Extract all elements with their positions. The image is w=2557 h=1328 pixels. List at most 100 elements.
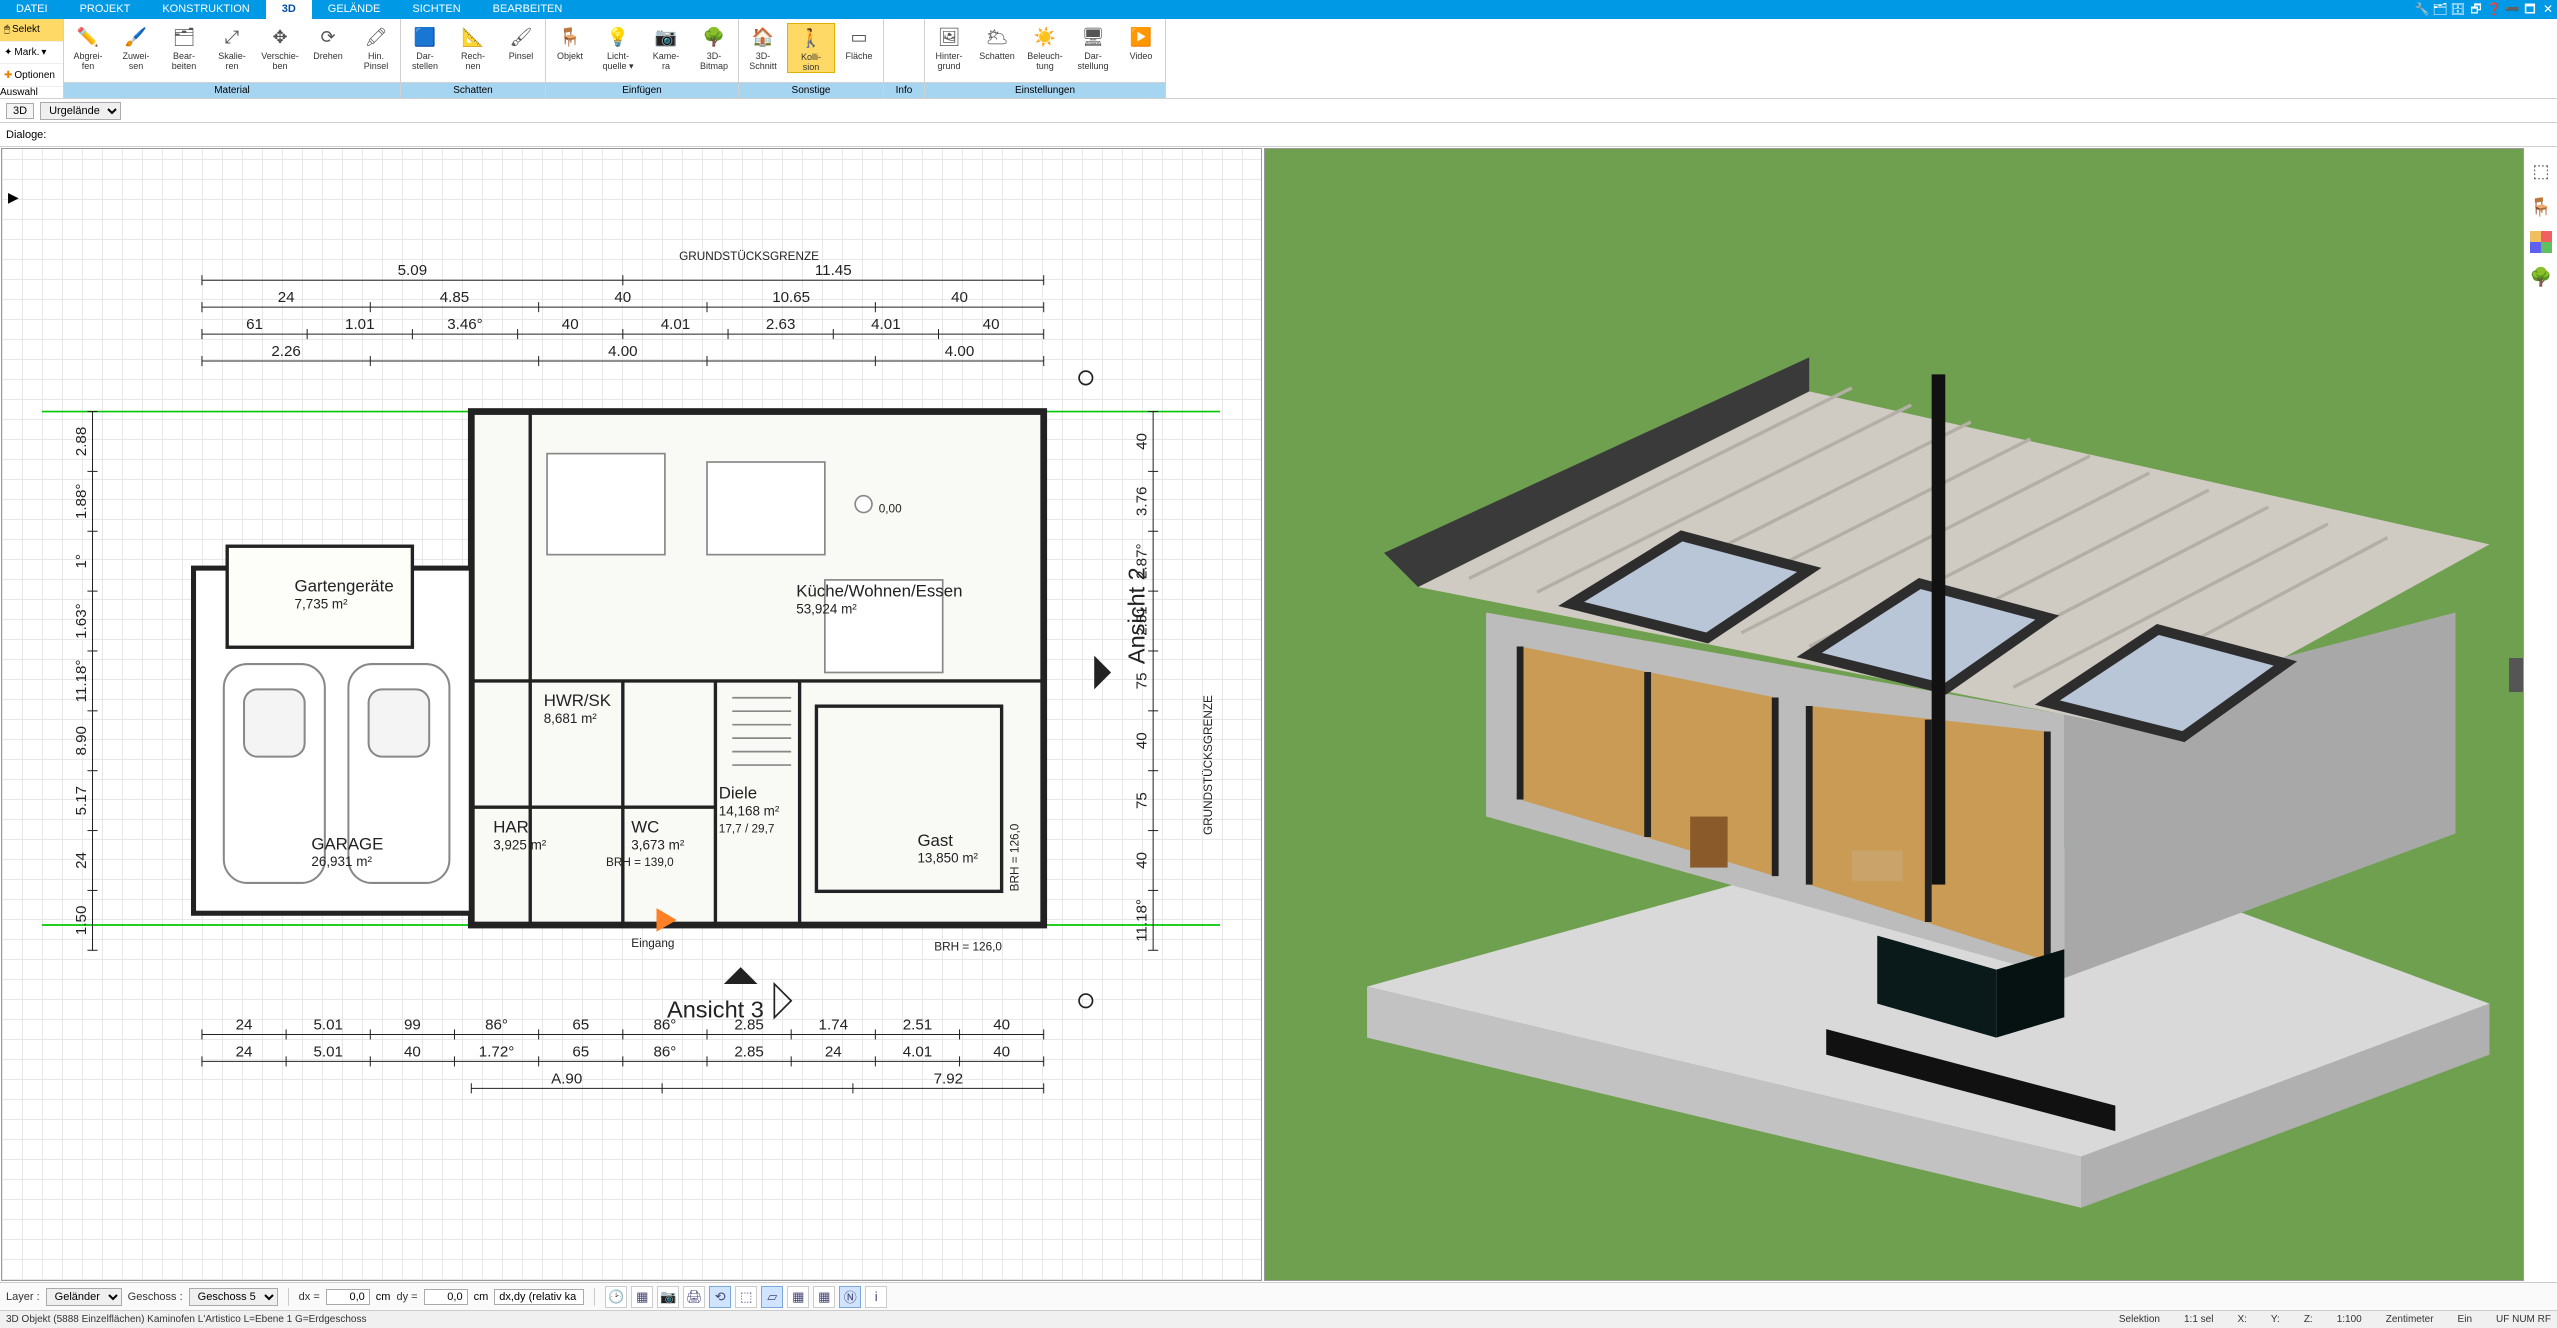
menu-projekt[interactable]: PROJEKT <box>64 0 147 19</box>
status-scale: 1:100 <box>2337 1314 2362 1325</box>
subbar-combo[interactable]: Urgelände <box>40 102 121 120</box>
right-expand-handle[interactable] <box>2509 658 2523 692</box>
svg-text:BRH = 126,0: BRH = 126,0 <box>934 940 1002 953</box>
camera-icon[interactable]: 📷 <box>657 1286 679 1308</box>
status-z: Z: <box>2304 1314 2313 1325</box>
restore-icon[interactable]: 🗗 <box>2467 0 2485 19</box>
layers-icon[interactable]: ⬚ <box>2529 159 2553 183</box>
tool-bearbeiten[interactable]: 🗂 Bear-beiten <box>160 23 208 71</box>
tool-schatten[interactable]: 🌥 Schatten <box>973 23 1021 61</box>
tool-objekt[interactable]: 🪑 Objekt <box>546 23 594 61</box>
clock-icon[interactable]: 🕑 <box>605 1286 627 1308</box>
tool-kamera[interactable]: 📷 Kame-ra <box>642 23 690 71</box>
subbar-3d-pill[interactable]: 3D <box>6 103 34 119</box>
max-icon[interactable]: 🗖 <box>2521 0 2539 19</box>
svg-text:11.18°: 11.18° <box>73 659 90 702</box>
layers-icon[interactable]: 🗂 <box>2431 0 2449 19</box>
tool-abgreifen[interactable]: ✏️ Abgrei-fen <box>64 23 112 71</box>
tool-verschieben[interactable]: ✥ Verschie-ben <box>256 23 304 71</box>
grid-icon[interactable]: ▦ <box>787 1286 809 1308</box>
svg-text:40: 40 <box>404 1043 421 1060</box>
svg-text:GARAGE: GARAGE <box>311 834 383 853</box>
rel-input[interactable] <box>494 1289 584 1305</box>
tool-icon: 📐 <box>459 23 487 51</box>
menu-bearbeiten[interactable]: BEARBEITEN <box>477 0 579 19</box>
svg-text:4.00: 4.00 <box>945 343 974 360</box>
panel-collapse-icon[interactable]: ▶ <box>8 189 19 206</box>
tool-darstellung[interactable]: 🖥 Dar-stellung <box>1069 23 1117 71</box>
tool-pinsel[interactable]: 🖌 Pinsel <box>497 23 545 61</box>
menu-3d[interactable]: 3D <box>266 0 312 19</box>
north-icon[interactable]: Ⓝ <box>839 1286 861 1308</box>
tool-icon: 🌳 <box>700 23 728 51</box>
tool-label: Schatten <box>979 51 1015 61</box>
geschoss-select[interactable]: Geschoss 5 <box>189 1288 278 1306</box>
svg-text:40: 40 <box>983 316 1000 333</box>
tool-video[interactable]: ▶️ Video <box>1117 23 1165 61</box>
svg-text:7,735 m²: 7,735 m² <box>295 597 349 612</box>
min-icon[interactable]: ➖ <box>2503 0 2521 19</box>
dy-input[interactable] <box>424 1289 468 1305</box>
svg-text:40: 40 <box>1133 732 1150 749</box>
menu-konstruktion[interactable]: KONSTRUKTION <box>146 0 265 19</box>
printer-icon[interactable]: 🖨 <box>683 1286 705 1308</box>
wrench-icon[interactable]: 🔧 <box>2413 0 2431 19</box>
stack-icon[interactable]: ⬚ <box>735 1286 757 1308</box>
svg-text:86°: 86° <box>653 1043 676 1060</box>
svg-text:65: 65 <box>572 1043 589 1060</box>
grid2-icon[interactable]: ▦ <box>813 1286 835 1308</box>
tool-rechnen[interactable]: 📐 Rech-nen <box>449 23 497 71</box>
side-selekt[interactable]: 🖱Selekt <box>0 19 63 42</box>
tool-icon: 📷 <box>652 23 680 51</box>
tool-label: Skalie-ren <box>218 51 246 71</box>
swatch-icon[interactable] <box>2530 231 2552 253</box>
side-optionen[interactable]: ✚Optionen <box>0 64 63 87</box>
tool-zuweisen[interactable]: 🖌️ Zuwei-sen <box>112 23 160 71</box>
stack-icon[interactable]: 🗄 <box>2449 0 2467 19</box>
svg-text:2.87°: 2.87° <box>1133 543 1150 579</box>
svg-text:Diele: Diele <box>719 784 757 803</box>
svg-text:1.50: 1.50 <box>73 906 90 935</box>
tool-hintergrund[interactable]: 🖼 Hinter-grund <box>925 23 973 71</box>
menu-sichten[interactable]: SICHTEN <box>396 0 476 19</box>
svg-text:65: 65 <box>572 1016 589 1033</box>
pane-3d[interactable] <box>1264 148 2525 1281</box>
menu-gelaende[interactable]: GELÄNDE <box>312 0 397 19</box>
svg-text:BRH = 126,0: BRH = 126,0 <box>1008 823 1021 891</box>
right-rail: ⬚ 🪑 🌳 <box>2525 147 2557 1282</box>
tool-hinpinsel[interactable]: 🖍 Hin.Pinsel <box>352 23 400 71</box>
tool-icon: 🖌 <box>507 23 535 51</box>
help-icon[interactable]: ❓ <box>2485 0 2503 19</box>
tool-skalieren[interactable]: ⤢ Skalie-ren <box>208 23 256 71</box>
svg-text:2.26: 2.26 <box>271 343 300 360</box>
tool-icon: 🖌️ <box>122 23 150 51</box>
subbar-2: Dialoge: <box>0 123 2557 147</box>
tool-flche[interactable]: ▭ Fläche <box>835 23 883 61</box>
svg-text:53,924 m²: 53,924 m² <box>796 602 857 617</box>
floor-icon[interactable]: ▱ <box>761 1286 783 1308</box>
close-icon[interactable]: ✕ <box>2539 0 2557 19</box>
furniture-icon[interactable]: 🪑 <box>2529 195 2553 219</box>
ribbon-side: 🖱Selekt ✦Mark.▾ ✚Optionen Auswahl <box>0 19 64 98</box>
tool-dschnitt[interactable]: 🏠 3D-Schnitt <box>739 23 787 71</box>
tool-dbitmap[interactable]: 🌳 3D-Bitmap <box>690 23 738 71</box>
layer-select[interactable]: Geländer <box>46 1288 122 1306</box>
tree-icon[interactable]: 🌳 <box>2529 265 2553 289</box>
tool-beleuchtung[interactable]: ☀️ Beleuch-tung <box>1021 23 1069 71</box>
tool-drehen[interactable]: ⟳ Drehen <box>304 23 352 61</box>
tool-kollision[interactable]: 🚶 Kolli-sion <box>787 23 835 73</box>
info-icon[interactable]: i <box>865 1286 887 1308</box>
side-mark[interactable]: ✦Mark.▾ <box>0 42 63 65</box>
menu-datei[interactable]: DATEI <box>0 0 64 19</box>
subbar-1: 3D Urgelände <box>0 99 2557 123</box>
refresh-icon[interactable]: ⟲ <box>709 1286 731 1308</box>
geschoss-label: Geschoss : <box>128 1291 183 1303</box>
dx-input[interactable] <box>326 1289 370 1305</box>
present-icon[interactable]: ▦ <box>631 1286 653 1308</box>
pane-2d[interactable]: GRUNDSTÜCKSGRENZE GRUNDSTÜCKSGRENZE 0,00… <box>1 148 1262 1281</box>
tool-darstellen[interactable]: 🟦 Dar-stellen <box>401 23 449 71</box>
svg-text:14,168 m²: 14,168 m² <box>719 804 780 819</box>
svg-text:4.01: 4.01 <box>903 1043 932 1060</box>
svg-text:8,681 m²: 8,681 m² <box>544 711 598 726</box>
tool-lichtquelle[interactable]: 💡 Licht-quelle ▾ <box>594 23 642 71</box>
